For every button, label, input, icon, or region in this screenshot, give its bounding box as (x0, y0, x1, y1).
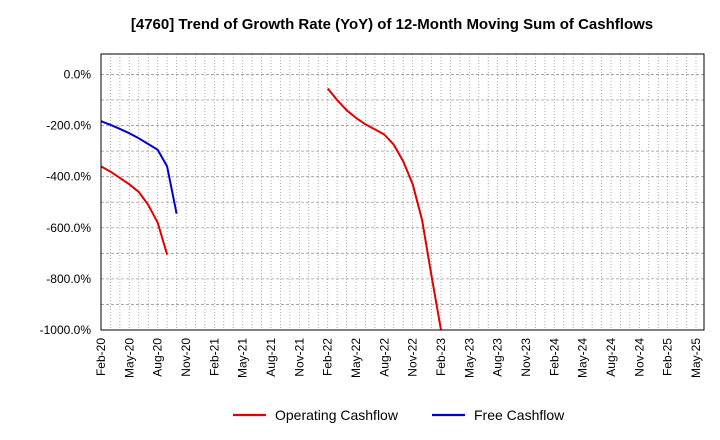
x-tick-label: Aug-21 (264, 338, 278, 377)
x-tick-label: May-25 (689, 338, 703, 378)
x-tick-label: Aug-23 (491, 338, 505, 377)
y-tick-label: -800.0% (46, 272, 91, 286)
x-tick-label: Aug-20 (151, 338, 165, 377)
series-line-operating-cashflow (101, 165, 169, 255)
y-axis: 0.0% -200.0% -400.0% -600.0% -800.0% -1000.0% (40, 67, 92, 337)
x-tick-label: May-22 (349, 338, 363, 378)
x-tick-label: Feb-20 (94, 338, 108, 376)
x-tick-label: May-21 (236, 338, 250, 378)
grid (100, 54, 704, 331)
x-tick-label: Feb-25 (661, 338, 675, 376)
y-tick-label: -200.0% (46, 119, 91, 133)
x-tick-label: May-23 (462, 338, 476, 378)
x-tick-label: Aug-24 (604, 338, 618, 377)
x-tick-label: Feb-24 (547, 338, 561, 376)
x-tick-label: Feb-21 (207, 338, 221, 376)
x-tick-label: Feb-22 (321, 338, 335, 376)
chart-title: [4760] Trend of Growth Rate (YoY) of 12-… (131, 16, 653, 33)
x-tick-label: Nov-23 (519, 338, 533, 377)
legend-label-free-cashflow: Free Cashflow (474, 407, 565, 423)
x-tick-label: Nov-21 (292, 338, 306, 377)
x-axis: Feb-20 May-20 Aug-20 Nov-20 Feb-21 May-21 Aug-… (94, 338, 703, 378)
x-tick-label: Nov-24 (632, 338, 646, 377)
x-tick-label: Nov-20 (179, 338, 193, 377)
legend-label-operating-cashflow: Operating Cashflow (275, 407, 399, 423)
series-lines (101, 87, 442, 330)
x-tick-label: May-20 (122, 338, 136, 378)
legend: Operating Cashflow Free Cashflow (233, 407, 565, 423)
y-tick-label: -400.0% (46, 170, 91, 184)
y-tick-label: -600.0% (46, 221, 91, 235)
x-tick-label: Feb-23 (434, 338, 448, 376)
series-line-operating-cashflow (326, 87, 442, 330)
y-tick-label: 0.0% (64, 67, 92, 81)
x-tick-label: Aug-22 (377, 338, 391, 377)
x-tick-label: Nov-22 (406, 338, 420, 377)
y-tick-label: -1000.0% (40, 323, 92, 337)
series-line-free-cashflow (101, 120, 178, 214)
plot-area-border (100, 53, 705, 331)
x-tick-label: May-24 (576, 338, 590, 378)
